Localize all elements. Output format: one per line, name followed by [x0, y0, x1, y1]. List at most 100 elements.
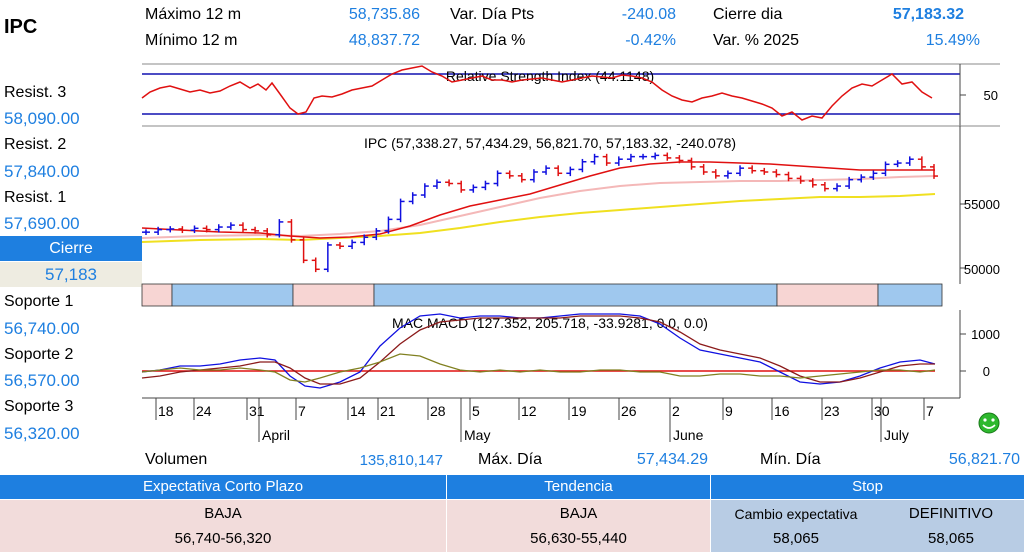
price-bar [275, 219, 284, 238]
x-tick-label: 9 [725, 403, 733, 419]
rsi-panel: 50 Relative Strength Index (44.1148) [141, 63, 1000, 127]
x-tick-label: 31 [249, 403, 265, 419]
price-bar [893, 160, 902, 168]
x-tick-label: 26 [621, 403, 637, 419]
macd-panel: 1000 0 MAC MACD (127.352, 205.718, -33.9… [141, 310, 1000, 398]
price-bar [905, 156, 914, 166]
price-bar [384, 216, 393, 234]
price-panel: 55000 50000 IPC (57,338.27, 57,434.29, 5… [141, 126, 1000, 307]
price-bar [590, 153, 599, 165]
price-bar [190, 225, 199, 234]
price-bar [202, 225, 211, 233]
price-bar [142, 229, 150, 235]
smiley-icon [978, 412, 1000, 434]
price-bar [760, 167, 769, 175]
soporte1-label: Soporte 1 [4, 293, 74, 310]
month-april: April [262, 427, 290, 443]
x-tick-label: 24 [196, 403, 212, 419]
x-tick-label: 19 [571, 403, 587, 419]
x-tick-label: 7 [298, 403, 306, 419]
price-candles [142, 152, 938, 273]
expectativa-cell [0, 500, 446, 552]
x-tick-label: 2 [672, 403, 680, 419]
soporte2-value: 56,570.00 [4, 371, 80, 390]
price-bar [614, 156, 623, 166]
resist2-label: Resist. 2 [4, 136, 67, 153]
vardia-pct-label: Var. Día % [450, 32, 526, 49]
price-bar [263, 228, 272, 238]
month-june: June [673, 427, 704, 443]
price-bar [287, 219, 296, 243]
x-tick-label: 23 [824, 403, 840, 419]
volume-label: Volumen [145, 451, 208, 468]
price-bar [542, 165, 551, 175]
price-bar [675, 155, 684, 164]
price-bar [166, 226, 175, 233]
x-tick-label: 21 [380, 403, 396, 419]
tendencia-value: BAJA [559, 505, 598, 522]
price-bar [323, 242, 332, 273]
stop-cell [711, 500, 1024, 552]
price-bar [651, 152, 660, 160]
min-dia-label: Mín. Día [760, 451, 821, 468]
rsi-axis-label: 50 [984, 88, 998, 103]
price-bar [820, 181, 829, 192]
cierre-value: 57,183 [0, 262, 142, 287]
soporte3-label: Soporte 3 [4, 398, 74, 415]
expectativa-value: BAJA [204, 505, 242, 522]
price-bar [772, 169, 781, 178]
soporte3-value: 56,320.00 [4, 424, 80, 443]
price-title: IPC (57,338.27, 57,434.29, 56,821.70, 57… [364, 135, 736, 151]
price-bar [178, 226, 187, 234]
var2025-label: Var. % 2025 [713, 32, 799, 49]
ma-slow-line [141, 193, 936, 243]
soporte2-label: Soporte 2 [4, 346, 74, 363]
macd-axis-1000: 1000 [971, 327, 1000, 342]
max-dia-value: 57,434.29 [636, 451, 708, 468]
cierre-header: Cierre [0, 236, 142, 261]
price-bar [457, 180, 466, 193]
vardia-pct-value: -0.42% [625, 32, 676, 49]
cambio-label: Cambio expectativa [734, 506, 858, 522]
macd-axis-0: 0 [983, 364, 990, 379]
price-bar [711, 169, 720, 179]
min12-label: Mínimo 12 m [145, 32, 238, 49]
price-bar [348, 239, 357, 250]
price-bar [784, 171, 793, 182]
definitivo-label: DEFINITIVO [908, 505, 994, 522]
price-bar [554, 165, 563, 177]
price-bar [154, 226, 163, 235]
tendencia-cell [447, 500, 710, 552]
resist1-value: 57,690.00 [4, 214, 80, 233]
price-bar [311, 257, 320, 273]
min-dia-value: 56,821.70 [948, 451, 1020, 468]
price-bar [930, 164, 938, 179]
stop-header: Stop [711, 475, 1024, 499]
price-bar [833, 183, 842, 192]
month-july: July [884, 427, 909, 443]
rsi-title: Relative Strength Index (44.1148) [446, 68, 654, 84]
soporte1-value: 56,740.00 [4, 319, 80, 338]
price-bar [566, 166, 575, 177]
price-axis-50000: 50000 [964, 262, 1000, 277]
x-tick-label: 14 [350, 403, 366, 419]
price-bar [881, 161, 890, 177]
max-dia-label: Máx. Día [478, 451, 543, 468]
price-bar [639, 153, 648, 160]
price-bar [251, 226, 260, 234]
price-bar [845, 176, 854, 189]
resist2-value: 57,840.00 [4, 162, 80, 181]
price-bar [857, 174, 866, 183]
vardia-pts-value: -240.08 [621, 6, 676, 23]
histogram-line [141, 353, 936, 383]
price-bar [493, 170, 502, 187]
price-bar [372, 228, 381, 241]
price-bar [736, 165, 745, 177]
x-tick-label: 18 [158, 403, 174, 419]
cierre-dia-value: 57,183.32 [892, 6, 964, 23]
price-bar [626, 153, 635, 163]
x-tick-label: 16 [774, 403, 790, 419]
price-bar [578, 158, 587, 173]
x-tick-label: 5 [472, 403, 480, 419]
